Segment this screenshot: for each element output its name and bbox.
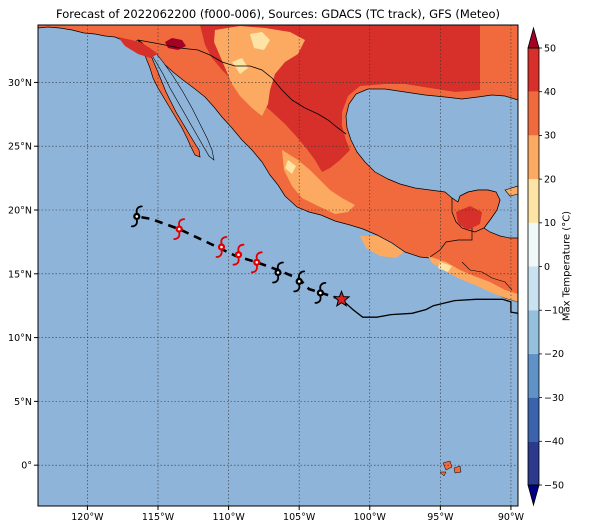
colorbar-band <box>528 48 539 92</box>
border-guatemala <box>429 228 473 258</box>
colorbar-band <box>528 179 539 223</box>
colorbar <box>527 26 540 507</box>
colorbar-tick-label: −50 <box>544 480 564 491</box>
colorbar-tick-label: 20 <box>544 174 556 185</box>
y-tick-label: 10°N <box>8 333 32 344</box>
colorbar-band <box>528 441 539 485</box>
temp-zone-20-south <box>360 236 404 258</box>
colorbar-tick-label: −10 <box>544 306 564 317</box>
land-cuba <box>504 185 518 197</box>
colorbar-ticks: 50 40 30 20 10 0 −10 −20 −30 −40 −50 <box>539 43 564 491</box>
colorbar-tick-label: −20 <box>544 349 564 360</box>
colorbar-tick-label: 50 <box>544 43 556 54</box>
colorbar-extend-min <box>527 484 540 507</box>
tropical-storm-icon <box>232 243 245 266</box>
y-tick-label: 15°N <box>8 269 32 280</box>
y-tick-label: 25°N <box>8 142 32 153</box>
land-baja-california <box>137 39 201 158</box>
border-central-america <box>461 261 513 291</box>
track-forecast-line <box>136 215 342 301</box>
colorbar-band <box>528 222 539 267</box>
colorbar-band <box>528 135 539 180</box>
border-us-mexico <box>137 39 347 135</box>
x-tick-label: 110°W <box>212 512 245 523</box>
tropical-storm-icon <box>130 205 143 228</box>
colorbar-band <box>528 266 539 311</box>
x-tick-label: 95°W <box>427 512 454 523</box>
x-tick-label: 100°W <box>354 512 387 523</box>
x-tick-label: 90°W <box>498 512 525 523</box>
gulf-of-california <box>149 51 215 161</box>
tropical-storm-icon <box>314 281 327 304</box>
temp-zone-40-sonora <box>118 37 158 58</box>
land-galapagos <box>439 460 462 477</box>
colorbar-tick-label: −30 <box>544 393 564 404</box>
y-tick-label: 30°N <box>8 78 32 89</box>
y-tick-label: 5°N <box>14 397 32 408</box>
storm-symbols <box>130 205 327 304</box>
x-tick-label: 115°W <box>142 512 175 523</box>
map-frame <box>37 24 519 507</box>
x-tick-label: 105°W <box>283 512 316 523</box>
temp-zone-20-sierra <box>282 150 355 214</box>
track-past-line <box>341 298 518 318</box>
current-position-star-icon <box>332 289 351 307</box>
colorbar-label: Max Temperature (°C) <box>561 210 573 322</box>
tropical-storm-icon <box>173 218 186 241</box>
tropical-storm-icon <box>250 251 263 274</box>
x-axis-ticks: 120°W 115°W 110°W 105°W 100°W 95°W 90°W <box>71 506 525 523</box>
map-title: Forecast of 2022062200 (f000-006), Sourc… <box>56 7 500 21</box>
colorbar-band <box>528 310 539 354</box>
colorbar-band <box>528 91 539 136</box>
y-tick-label: 20°N <box>8 206 32 217</box>
temp-zone-40-peten <box>456 206 482 230</box>
storm-track <box>130 205 518 318</box>
colorbar-extend-max <box>527 26 540 49</box>
temp-zone-50 <box>165 38 186 50</box>
colorbar-tick-label: 30 <box>544 131 556 142</box>
tropical-storm-icon <box>272 261 284 284</box>
temp-zone-20-plateau <box>214 26 305 116</box>
colorbar-tick-label: 10 <box>544 218 556 229</box>
colorbar-tick-label: −40 <box>544 437 564 448</box>
y-axis-ticks: 30°N 25°N 20°N 15°N 10°N 5°N 0° <box>8 78 38 472</box>
y-tick-label: 0° <box>21 461 32 472</box>
colorbar-band <box>528 397 539 442</box>
tropical-storm-icon <box>215 236 228 258</box>
gridlines <box>38 25 518 506</box>
x-tick-label: 120°W <box>71 512 104 523</box>
colorbar-tick-label: 40 <box>544 87 556 98</box>
colorbar-tick-label: 0 <box>544 262 550 273</box>
colorbar-band <box>528 353 539 398</box>
tropical-storm-icon <box>293 270 306 293</box>
